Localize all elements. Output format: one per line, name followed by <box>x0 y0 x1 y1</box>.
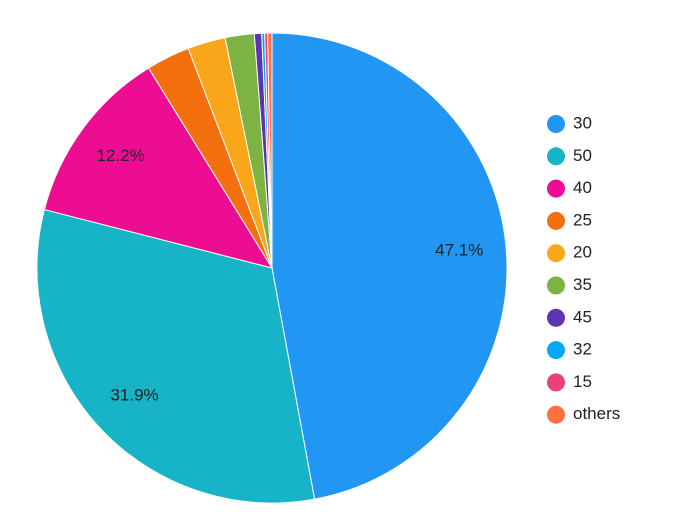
data-label: 31.9% <box>110 386 158 405</box>
legend-label: 35 <box>573 275 592 294</box>
legend-swatch <box>547 179 565 198</box>
pie-slice <box>36 208 316 504</box>
legend-label: 45 <box>573 307 592 326</box>
data-label: 47.1% <box>435 240 483 259</box>
legend-label: 50 <box>573 146 592 165</box>
legend-swatch <box>547 244 565 263</box>
legend-swatch <box>547 276 565 295</box>
legend-swatch <box>547 147 565 166</box>
legend-swatch <box>547 115 565 133</box>
legend-label: 15 <box>573 372 592 391</box>
pie-slice <box>43 67 274 269</box>
legend-label: 32 <box>573 340 592 359</box>
pie-slice <box>267 32 273 269</box>
legend-swatch <box>547 308 565 327</box>
legend-swatch <box>547 211 565 230</box>
legend-label: others <box>573 404 620 423</box>
legend-label: 30 <box>573 113 592 132</box>
data-label: 12.2% <box>97 146 145 165</box>
legend-swatch <box>547 373 565 392</box>
legend-label: 25 <box>573 210 592 229</box>
legend-swatch <box>547 405 565 424</box>
legend-label: 20 <box>573 243 592 262</box>
legend-swatch <box>547 341 565 360</box>
pie-slice <box>271 32 508 500</box>
legend-label: 40 <box>573 178 592 197</box>
